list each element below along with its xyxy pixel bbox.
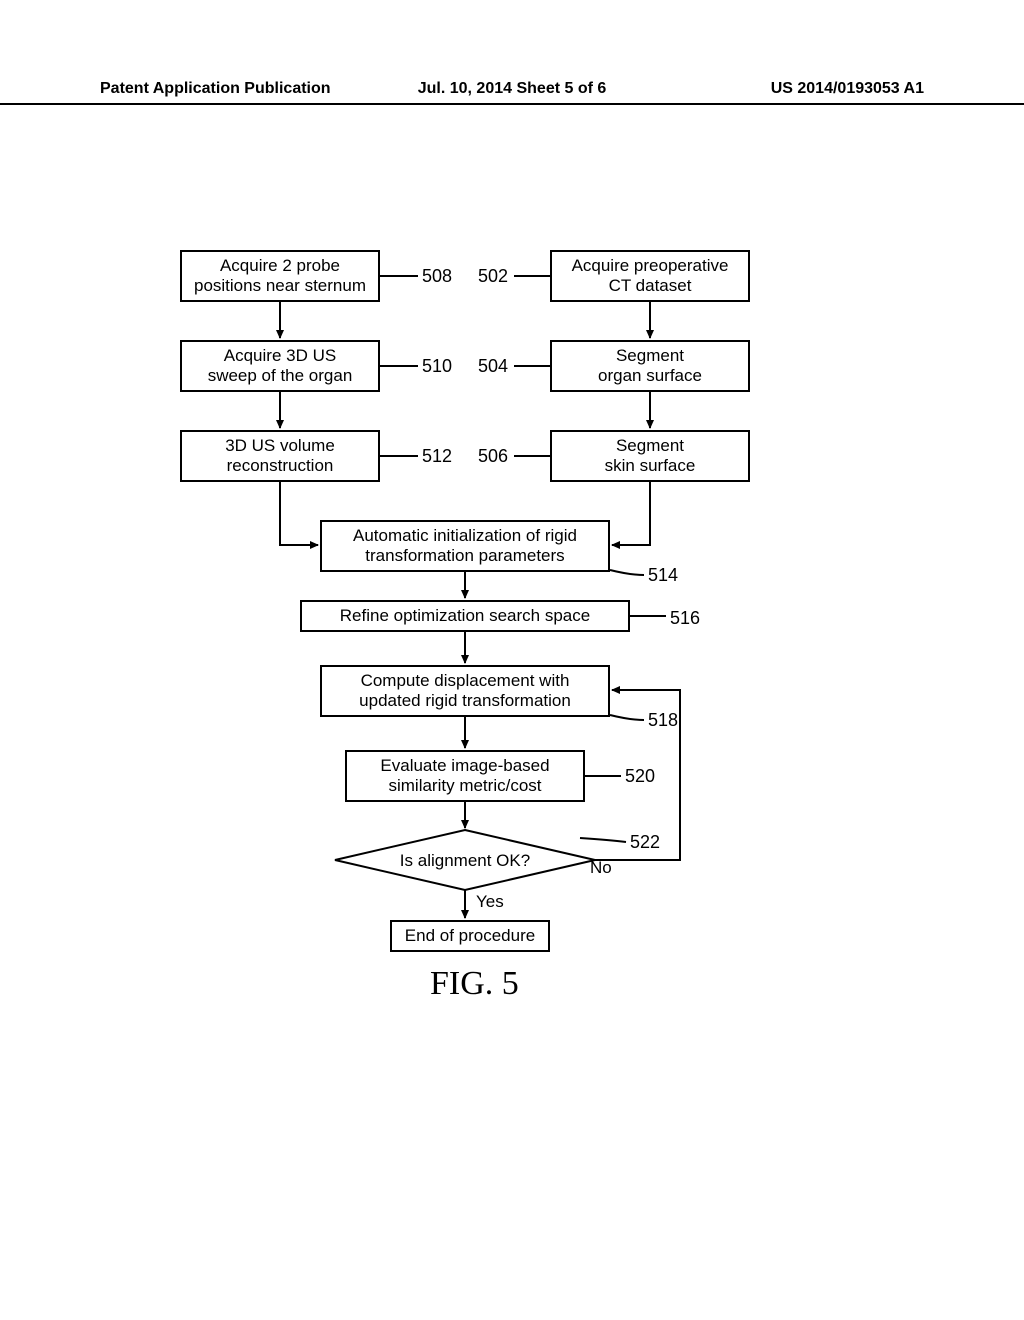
flowchart-svg: Is alignment OK? — [0, 0, 1024, 1320]
page: Patent Application Publication Jul. 10, … — [0, 0, 1024, 1320]
decision-text: Is alignment OK? — [400, 851, 530, 870]
figure-label: FIG. 5 — [430, 965, 519, 1003]
